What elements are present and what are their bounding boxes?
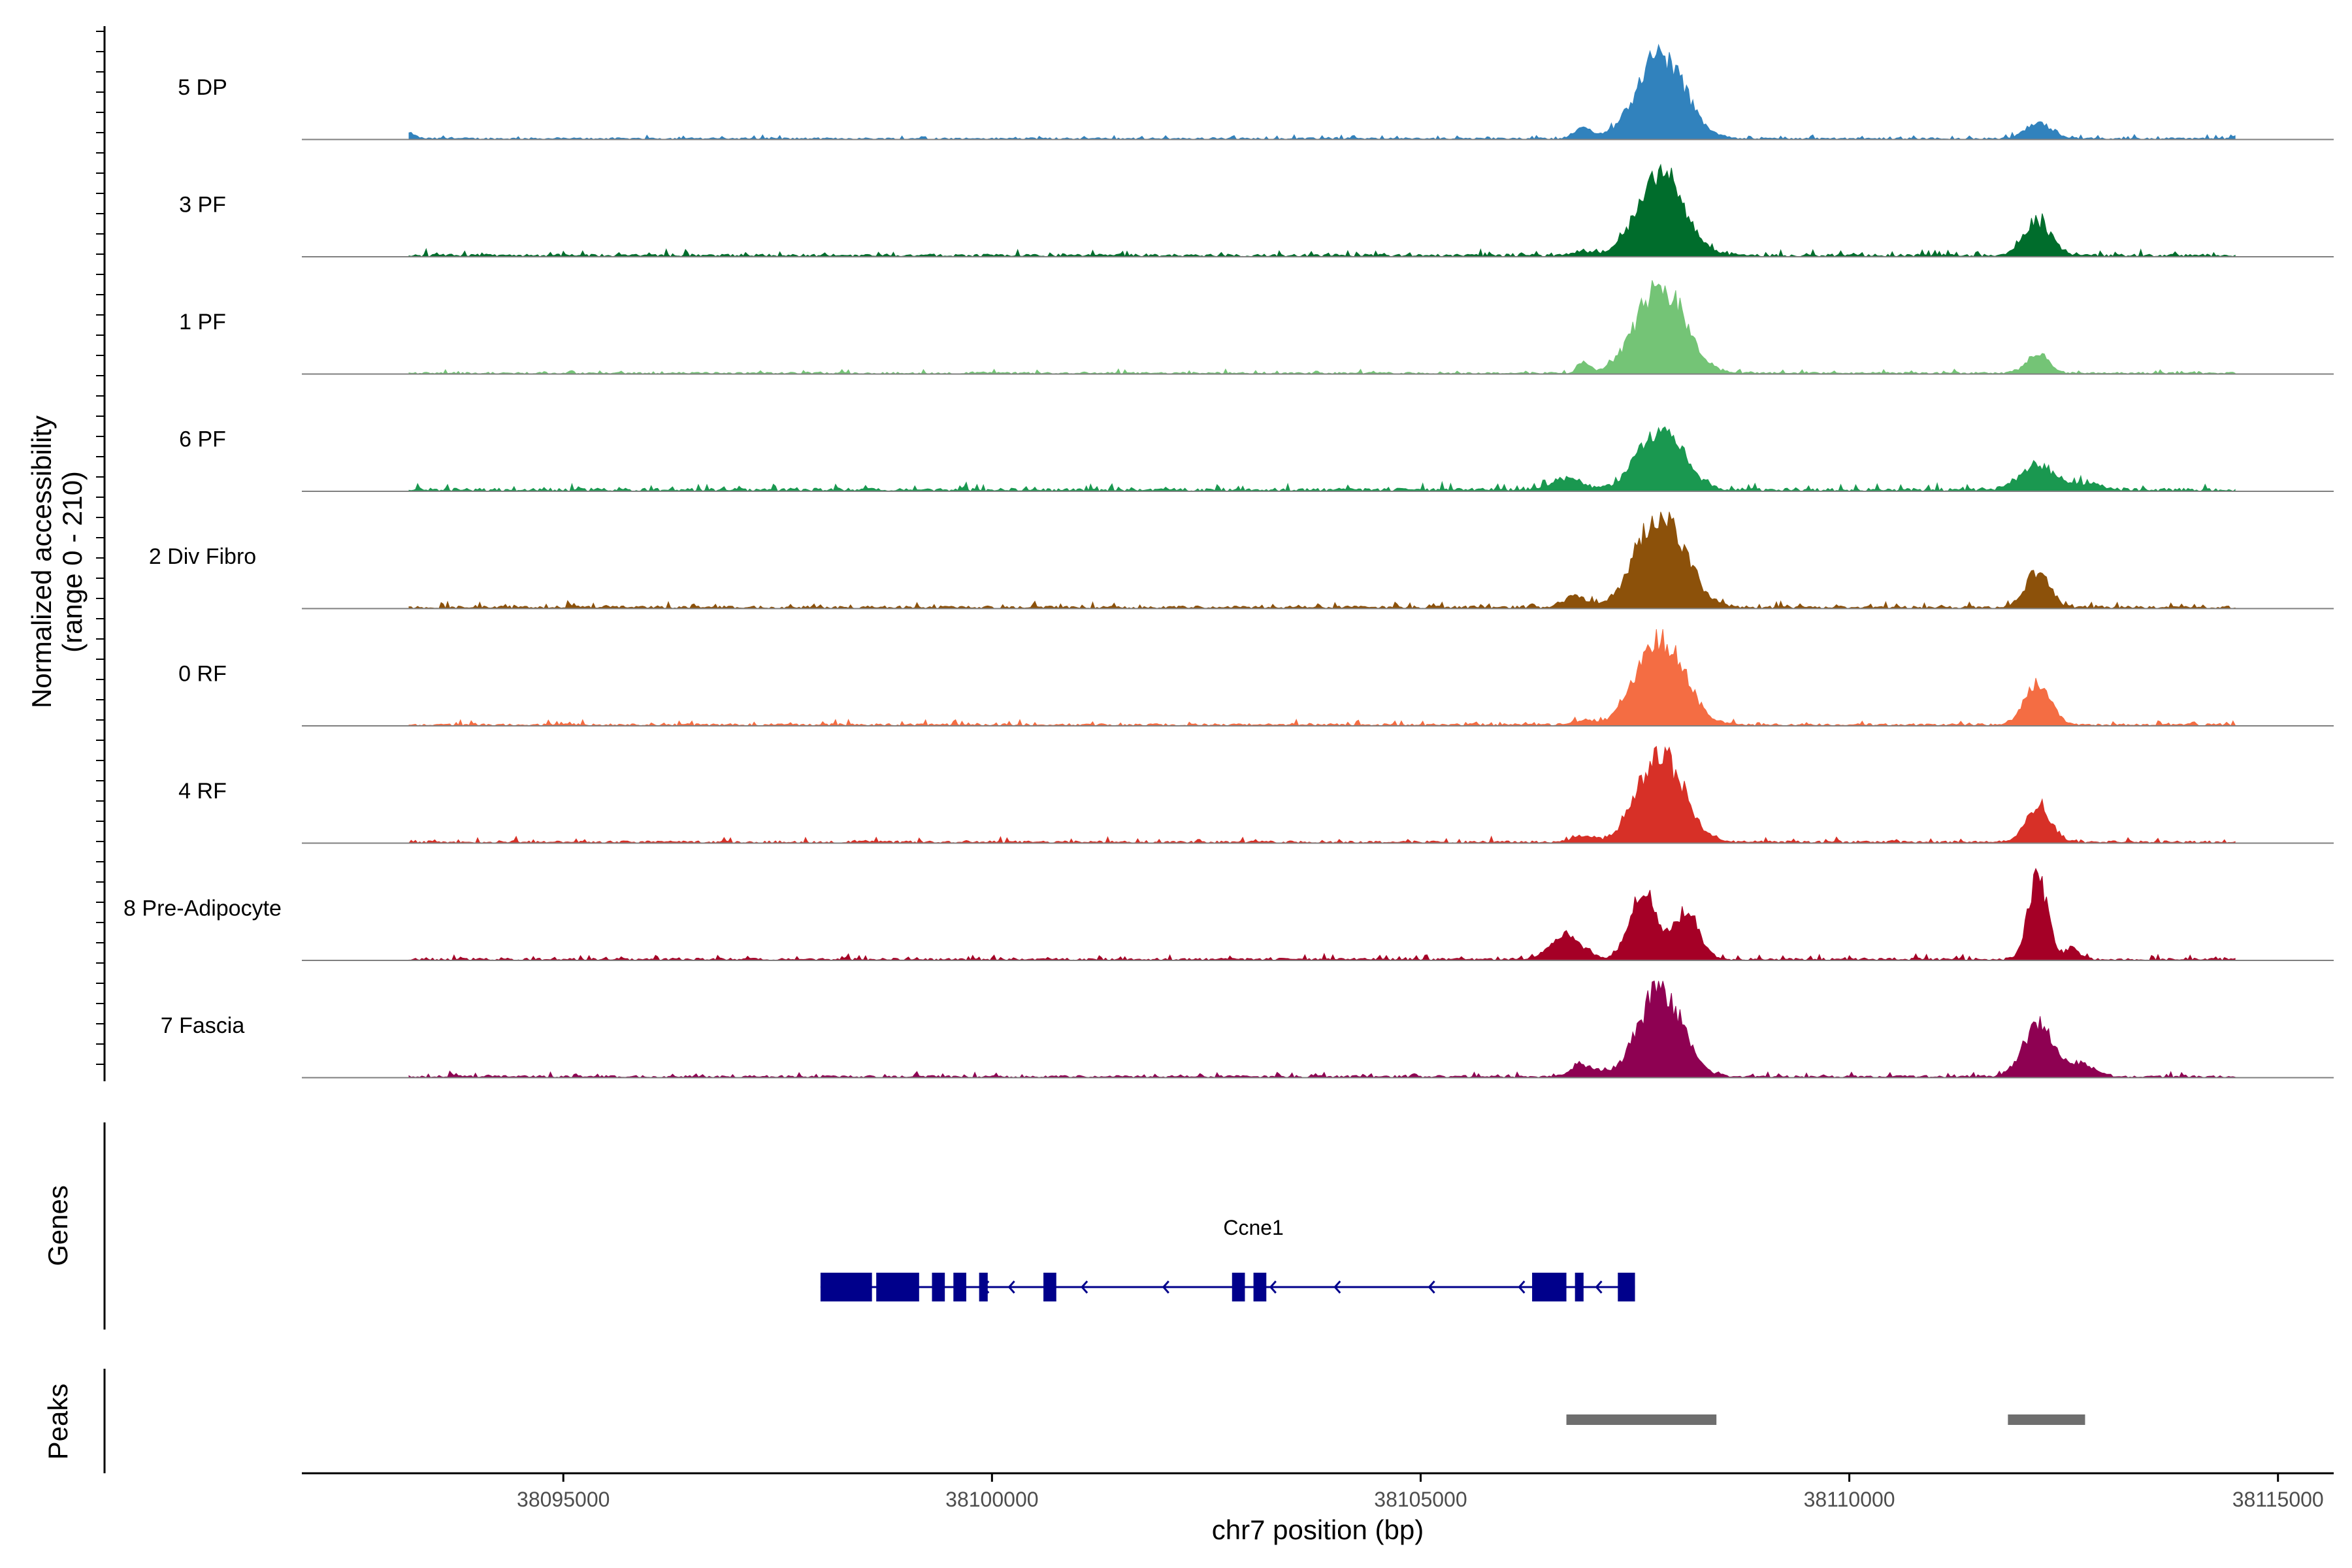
x-tick-label: 38095000 — [517, 1488, 610, 1511]
track-signal — [408, 868, 2236, 961]
x-axis-ticks: 38095000 38100000 38105000 38110000 38115000 — [517, 1473, 2324, 1511]
coverage-tracks: 5 DP 3 PF 1 PF 6 PF 2 Div Fibro 0 RF 4 RF 8 Pre… — [123, 43, 2334, 1079]
track-signal — [408, 980, 2236, 1079]
track-label: 7 Fascia — [161, 1013, 245, 1038]
track-label: 3 PF — [179, 193, 226, 218]
track-signal — [408, 512, 2236, 610]
gene-exon — [1232, 1273, 1245, 1301]
genes-panel-title: Genes — [42, 1185, 73, 1266]
gene-exon — [1043, 1273, 1056, 1301]
gene-exon — [1253, 1273, 1267, 1301]
x-tick-label: 38115000 — [2232, 1488, 2324, 1511]
track-label: 1 PF — [179, 310, 226, 335]
gene-exon — [953, 1273, 966, 1301]
track-5: 2 Div Fibro — [149, 512, 2334, 610]
track-signal — [408, 745, 2236, 844]
gene-exon — [1575, 1273, 1584, 1301]
gene-track — [820, 1273, 1635, 1301]
track-1: 5 DP — [178, 43, 2334, 140]
strand-arrow — [1269, 1281, 1277, 1294]
track-label: 6 PF — [179, 427, 226, 452]
track-signal — [408, 163, 2236, 258]
track-7: 4 RF — [178, 745, 2334, 844]
track-4: 6 PF — [179, 426, 2334, 492]
strand-arrow — [1595, 1281, 1603, 1294]
strand-arrow — [1428, 1281, 1435, 1294]
track-signal — [408, 280, 2236, 375]
track-signal — [408, 426, 2236, 492]
peaks-panel-title: Peaks — [42, 1384, 73, 1460]
gene-exon — [820, 1273, 872, 1301]
peak-region — [2008, 1414, 2085, 1425]
x-tick-label: 38105000 — [1374, 1488, 1467, 1511]
strand-arrow — [1081, 1281, 1088, 1294]
track-8: 8 Pre-Adipocyte — [123, 868, 2334, 961]
gene-exon — [1532, 1273, 1567, 1301]
gene-exon — [876, 1273, 919, 1301]
track-signal — [408, 43, 2236, 140]
track-label: 0 RF — [178, 662, 227, 687]
y-axis-title-line2: (range 0 - 210) — [57, 471, 88, 653]
x-axis-title: chr7 position (bp) — [1212, 1514, 1424, 1545]
strand-arrow — [1518, 1281, 1526, 1294]
track-3: 1 PF — [179, 280, 2334, 375]
strand-arrow — [1333, 1281, 1341, 1294]
peak-regions — [1566, 1414, 2085, 1425]
track-label: 2 Div Fibro — [149, 544, 256, 569]
gene-exon — [1618, 1273, 1635, 1301]
x-tick-label: 38100000 — [945, 1488, 1038, 1511]
y-axis-title-line1: Normalized accessibility — [26, 416, 57, 708]
strand-arrow — [982, 1281, 990, 1294]
peak-region — [1566, 1414, 1717, 1425]
track-label: 5 DP — [178, 75, 227, 100]
track-signal — [408, 629, 2236, 727]
track-2: 3 PF — [179, 163, 2334, 258]
track-6: 0 RF — [178, 629, 2334, 727]
gene-label: Ccne1 — [1223, 1216, 1284, 1239]
coverage-y-ticks — [96, 31, 105, 1065]
gene-exon — [932, 1273, 945, 1301]
x-tick-label: 38110000 — [1804, 1488, 1895, 1511]
strand-arrow — [1007, 1281, 1015, 1294]
track-label: 8 Pre-Adipocyte — [123, 896, 282, 921]
strand-arrow — [1162, 1281, 1169, 1294]
track-label: 4 RF — [178, 779, 227, 804]
track-9: 7 Fascia — [161, 980, 2334, 1079]
